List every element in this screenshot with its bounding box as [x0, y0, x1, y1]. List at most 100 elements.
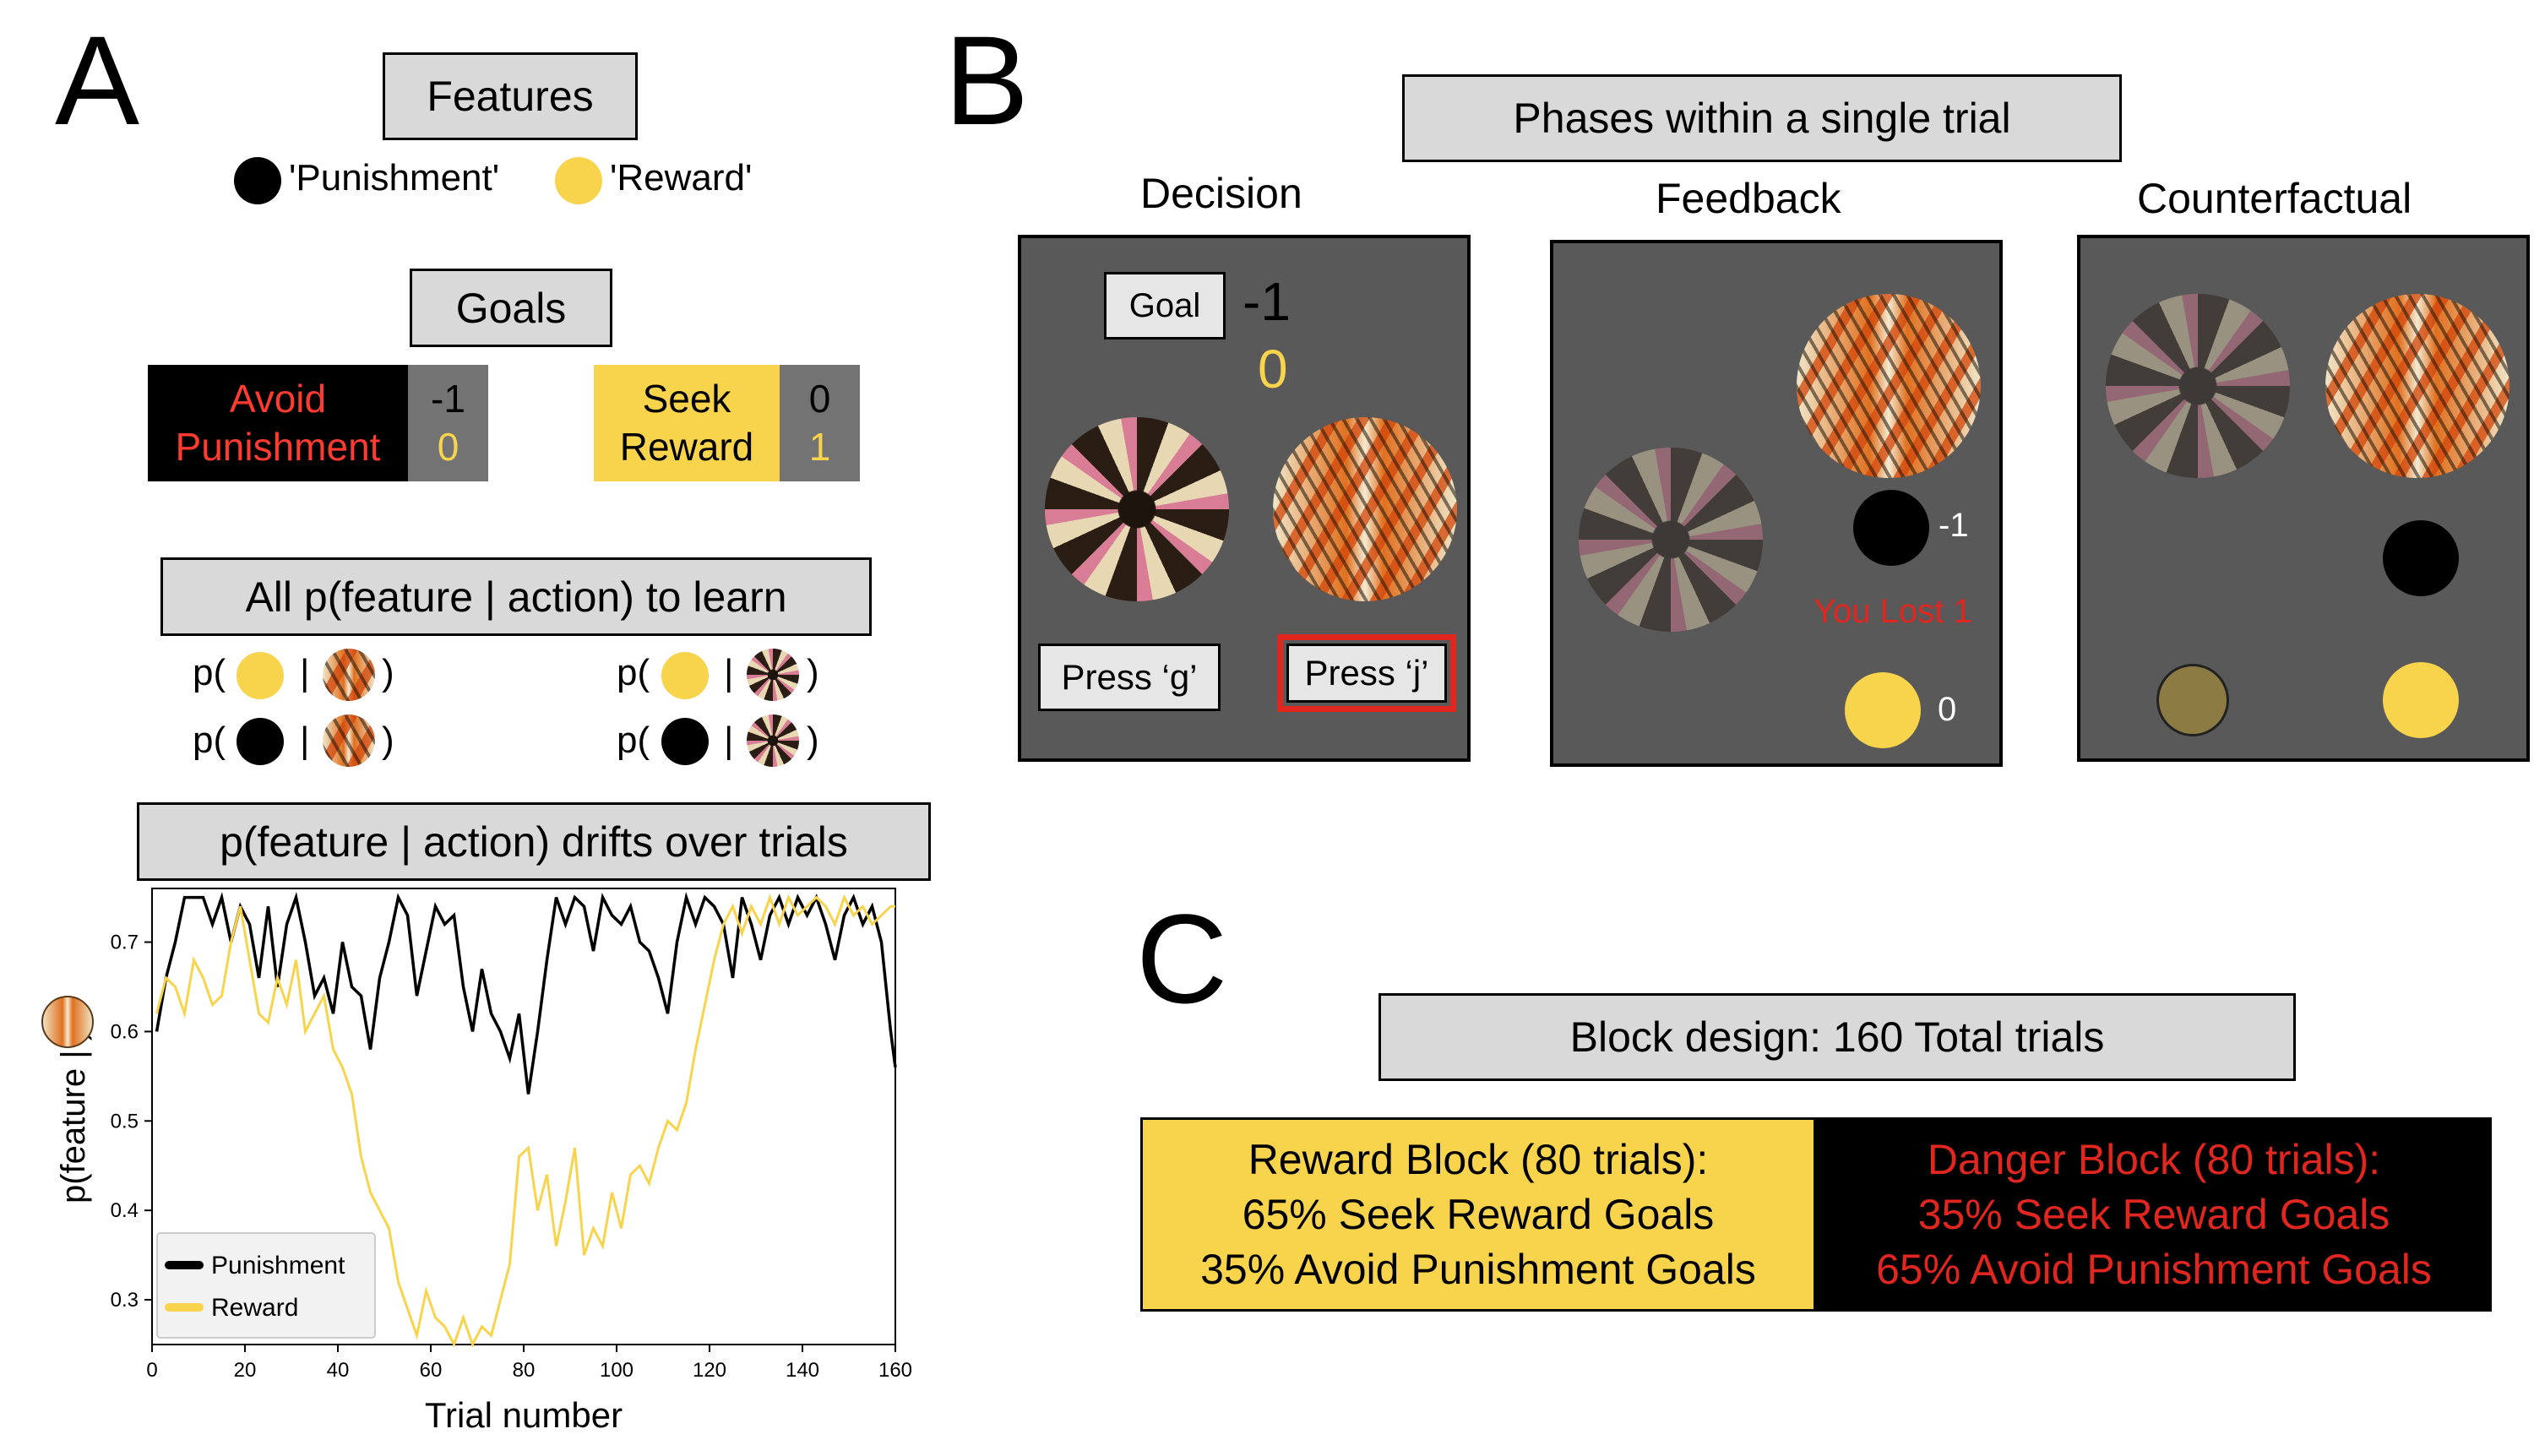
goal-value-reward: 0 — [1258, 339, 1288, 399]
punishment-dot-icon — [237, 718, 284, 765]
stimulus-pink-icon[interactable] — [1045, 417, 1229, 601]
x-tick-label: 120 — [693, 1359, 726, 1382]
reward-block-line1: Reward Block (80 trials): — [1248, 1135, 1709, 1183]
seek-reward-goal: Seek Reward — [594, 365, 780, 481]
close-4: ) — [807, 720, 819, 761]
stimulus-pink-icon — [1579, 448, 1763, 632]
punishment-dot-icon — [2383, 520, 2459, 596]
features-title: Features — [383, 52, 638, 140]
danger-block-line3: 65% Avoid Punishment Goals — [1876, 1245, 2432, 1293]
seek-line2: Reward — [619, 425, 754, 469]
x-tick-label: 80 — [513, 1359, 536, 1382]
punishment-label: 'Punishment' — [289, 157, 500, 198]
drift-line-chart: 0 20 40 60 80 100 120 140 160 0.3 0.4 0.5 0.6 0.7 Tria… — [41, 888, 912, 1435]
avoid-line2: Punishment — [175, 425, 381, 469]
y-tick-label: 0.4 — [111, 1199, 139, 1222]
y-tick-label: 0.7 — [111, 932, 139, 954]
reward-block: Reward Block (80 trials): 65% Seek Rewar… — [1140, 1117, 1816, 1312]
press-g-button[interactable]: Press ‘g’ — [1038, 644, 1221, 711]
feedback-message: You Lost 1 — [1813, 593, 1972, 630]
punishment-dot-icon — [661, 718, 709, 765]
x-tick-label: 0 — [146, 1359, 157, 1382]
reward-dot-icon — [555, 157, 602, 204]
stimulus-orange-icon[interactable] — [1273, 417, 1457, 601]
x-tick-label: 100 — [600, 1359, 634, 1382]
stimulus-pink-icon — [2106, 294, 2290, 478]
feedback-reward-value: 0 — [1938, 691, 1957, 728]
stimulus-pink-icon — [747, 714, 799, 767]
drift-title: p(feature | action) drifts over trials — [137, 802, 931, 881]
learn-title: All p(feature | action) to learn — [160, 557, 872, 636]
goal-button: Goal — [1104, 272, 1226, 340]
punishment-dot-icon — [234, 157, 281, 204]
y-tick-label: 0.3 — [111, 1289, 139, 1312]
seek-value-2: 1 — [808, 425, 831, 469]
x-tick-label: 140 — [786, 1359, 819, 1382]
seek-value-1: 0 — [808, 376, 831, 421]
legend-label-punishment: Punishment — [211, 1252, 345, 1279]
counterfactual-label: Counterfactual — [2137, 175, 2412, 222]
goal-value-punishment: -1 — [1243, 271, 1291, 332]
seek-values: 0 1 — [780, 365, 860, 481]
avoid-value-2: 0 — [437, 425, 459, 469]
y-tick-label: 0.6 — [111, 1020, 139, 1043]
avoid-punishment-goal: Avoid Punishment — [148, 365, 408, 481]
reward-dot-icon — [1845, 672, 1921, 748]
panel-label-c: C — [1136, 888, 1228, 1030]
y-axis-label: p(feature | ) — [55, 1030, 92, 1203]
reward-dot-icon — [661, 652, 709, 699]
x-axis-label: Trial number — [425, 1395, 623, 1435]
stimulus-pink-icon — [747, 649, 799, 701]
phases-title: Phases within a single trial — [1402, 74, 2122, 162]
danger-block: Danger Block (80 trials): 35% Seek Rewar… — [1816, 1117, 2492, 1312]
reward-block-line2: 65% Seek Reward Goals — [1242, 1190, 1715, 1238]
block-title: Block design: 160 Total trials — [1378, 993, 2296, 1081]
panel-label-b: B — [944, 9, 1030, 151]
decision-label: Decision — [1140, 170, 1302, 217]
seek-line1: Seek — [642, 376, 731, 421]
press-j-button[interactable]: Press ‘j’ — [1277, 634, 1456, 712]
avoid-line1: Avoid — [229, 376, 327, 421]
bar-4: | — [724, 720, 734, 761]
punishment-dot-icon — [1853, 490, 1929, 566]
feedback-label: Feedback — [1656, 175, 1841, 222]
decision-screen: Goal -1 0 Press ‘g’ Press ‘j’ — [1018, 235, 1471, 762]
close-1: ) — [382, 652, 394, 693]
reward-block-line3: 35% Avoid Punishment Goals — [1200, 1245, 1756, 1293]
reward-dot-icon — [237, 652, 284, 699]
p-open-3: p( — [617, 652, 650, 693]
stimulus-orange-icon — [41, 996, 94, 1048]
y-tick-label: 0.5 — [111, 1110, 139, 1133]
series-line-punishment — [155, 892, 897, 1095]
x-tick-label: 20 — [234, 1359, 257, 1382]
danger-block-line1: Danger Block (80 trials): — [1927, 1135, 2381, 1183]
p-open-2: p( — [193, 720, 226, 761]
feedback-screen: -1 You Lost 1 0 — [1550, 240, 2003, 767]
bar-1: | — [300, 652, 310, 693]
bar-2: | — [300, 720, 310, 761]
danger-block-line2: 35% Seek Reward Goals — [1917, 1190, 2390, 1238]
stimulus-orange-icon — [323, 649, 375, 701]
legend-box — [156, 1232, 376, 1339]
x-tick-label: 40 — [327, 1359, 350, 1382]
avoid-values: -1 0 — [408, 365, 488, 481]
x-tick-label: 60 — [420, 1359, 443, 1382]
stimulus-orange-icon — [323, 714, 375, 767]
series-line-reward — [155, 894, 895, 1348]
stimulus-orange-icon — [1797, 294, 1981, 478]
p-open-4: p( — [617, 720, 650, 761]
close-3: ) — [807, 652, 819, 693]
reward-label: 'Reward' — [610, 157, 753, 198]
stimulus-orange-icon — [2325, 294, 2510, 478]
feedback-loss-value: -1 — [1939, 507, 1969, 544]
x-tick-label: 160 — [878, 1359, 912, 1382]
avoid-value-1: -1 — [431, 376, 465, 421]
counterfactual-screen — [2077, 235, 2530, 762]
reward-dot-icon — [2383, 662, 2459, 738]
bar-3: | — [724, 652, 734, 693]
p-open-1: p( — [193, 652, 226, 693]
faded-reward-dot-icon — [2156, 664, 2229, 736]
panel-label-a: A — [55, 9, 140, 151]
close-2: ) — [382, 720, 394, 761]
goals-title: Goals — [410, 269, 612, 347]
